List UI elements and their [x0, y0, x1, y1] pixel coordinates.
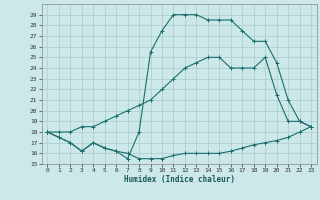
- X-axis label: Humidex (Indice chaleur): Humidex (Indice chaleur): [124, 175, 235, 184]
